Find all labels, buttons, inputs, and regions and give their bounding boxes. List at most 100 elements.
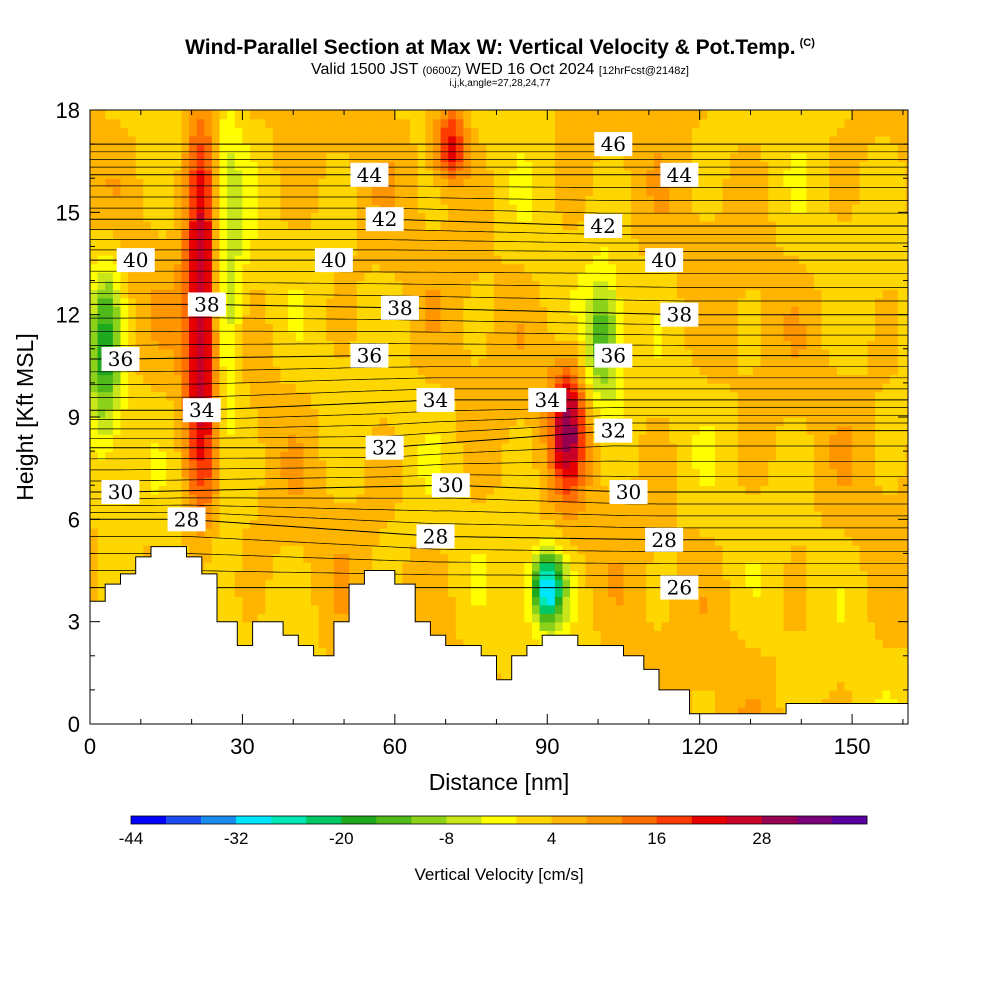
velocity-cell [257, 562, 267, 572]
velocity-cell [280, 382, 289, 393]
velocity-cell [410, 340, 419, 350]
velocity-cell [242, 425, 251, 435]
velocity-cell [425, 451, 434, 461]
velocity-cell [425, 357, 434, 367]
velocity-cell [112, 186, 122, 197]
velocity-cell [364, 527, 373, 538]
velocity-cell [547, 485, 556, 495]
velocity-cell [554, 596, 564, 606]
velocity-cell [364, 485, 373, 495]
velocity-cell [143, 331, 152, 341]
velocity-cell [364, 468, 373, 478]
velocity-cell [219, 587, 228, 597]
velocity-cell [341, 613, 350, 623]
velocity-cell [333, 544, 343, 555]
velocity-cell [600, 152, 609, 162]
velocity-cell [257, 570, 267, 580]
velocity-cell [311, 118, 320, 128]
velocity-cell [265, 314, 274, 324]
velocity-cell [158, 110, 167, 120]
velocity-cell [600, 451, 609, 461]
velocity-cell [326, 434, 335, 444]
velocity-cell [356, 118, 366, 128]
velocity-cell [463, 638, 472, 648]
velocity-cell [166, 417, 175, 427]
velocity-cell [509, 562, 518, 572]
velocity-cell [318, 434, 327, 444]
velocity-cell [501, 468, 510, 478]
velocity-cell [501, 186, 510, 197]
velocity-cell [257, 357, 267, 367]
velocity-cell [90, 493, 99, 504]
velocity-cell [166, 459, 175, 469]
velocity-cell [394, 340, 404, 350]
velocity-cell [486, 587, 495, 597]
velocity-cell [455, 596, 465, 606]
velocity-cell [257, 144, 267, 154]
velocity-cell [509, 519, 518, 529]
velocity-cell [181, 220, 190, 231]
velocity-cell [143, 536, 152, 546]
velocity-cell [402, 468, 411, 478]
velocity-cell [272, 579, 282, 589]
velocity-cell [585, 476, 594, 486]
velocity-cell [493, 186, 503, 197]
velocity-cell [463, 229, 472, 239]
velocity-cell [615, 553, 625, 563]
velocity-cell [341, 604, 350, 614]
velocity-cell [448, 297, 457, 307]
velocity-cell [135, 220, 145, 231]
velocity-cell [189, 391, 198, 401]
velocity-cell [463, 186, 472, 197]
velocity-cell [234, 110, 244, 120]
velocity-cell [303, 348, 312, 359]
velocity-cell [288, 391, 297, 401]
velocity-cell [295, 263, 305, 273]
velocity-cell [158, 425, 167, 435]
velocity-cell [455, 118, 465, 128]
velocity-cell [311, 391, 320, 401]
velocity-cell [280, 212, 289, 222]
velocity-cell [196, 468, 206, 478]
velocity-cell [425, 144, 434, 154]
velocity-cell [219, 229, 228, 239]
velocity-cell [326, 630, 335, 640]
velocity-cell [349, 280, 358, 290]
velocity-cell [600, 579, 609, 589]
velocity-cell [219, 579, 228, 589]
velocity-cell [356, 502, 366, 512]
velocity-cell [173, 348, 183, 359]
velocity-cell [128, 144, 137, 154]
velocity-cell [173, 331, 183, 341]
velocity-cell [608, 408, 617, 418]
velocity-cell [181, 263, 190, 273]
velocity-cell [387, 340, 396, 350]
velocity-cell [326, 212, 335, 222]
velocity-cell [539, 408, 548, 418]
velocity-cell [532, 434, 541, 444]
velocity-cell [593, 442, 602, 452]
velocity-cell [417, 357, 427, 367]
velocity-cell [554, 186, 564, 197]
velocity-cell [516, 212, 526, 222]
velocity-cell [234, 519, 244, 529]
velocity-cell [600, 306, 609, 316]
velocity-cell [204, 331, 213, 341]
velocity-cell [387, 280, 396, 290]
velocity-cell [105, 144, 114, 154]
velocity-cell [440, 186, 449, 197]
velocity-cell [227, 425, 236, 435]
velocity-cell [593, 152, 602, 162]
velocity-cell [326, 289, 335, 299]
velocity-cell [173, 246, 183, 256]
velocity-cell [242, 161, 251, 171]
velocity-cell [105, 562, 114, 572]
velocity-cell [600, 280, 609, 290]
velocity-cell [105, 544, 114, 555]
velocity-cell [509, 382, 518, 393]
velocity-cell [463, 374, 472, 384]
velocity-cell [311, 536, 320, 546]
velocity-cell [554, 178, 564, 188]
velocity-cell [173, 391, 183, 401]
velocity-cell [166, 425, 175, 435]
